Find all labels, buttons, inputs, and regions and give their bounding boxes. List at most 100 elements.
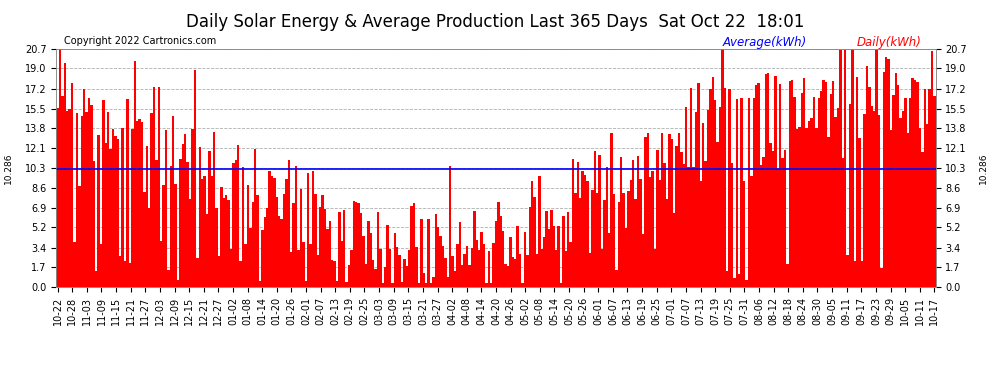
Bar [559,283,562,287]
Bar [776,169,779,287]
Bar [601,249,603,287]
Bar [784,150,786,287]
Bar [442,246,445,287]
Bar [653,249,656,287]
Bar [700,181,702,287]
Bar [339,212,341,287]
Bar [668,134,670,287]
Bar [160,242,162,287]
Bar [500,216,502,287]
Bar [721,49,724,287]
Bar [875,49,878,287]
Bar [420,219,423,287]
Bar [594,151,596,287]
Bar [199,147,201,287]
Bar [174,184,177,287]
Bar [514,260,517,287]
Bar [206,214,208,287]
Bar [731,163,734,287]
Bar [769,142,772,287]
Bar [541,249,543,287]
Bar [85,111,88,287]
Bar [678,133,680,287]
Bar [167,270,169,287]
Bar [213,132,216,287]
Bar [798,127,801,287]
Bar [78,186,80,287]
Bar [909,98,912,287]
Bar [305,282,307,287]
Bar [742,181,745,287]
Bar [191,129,194,287]
Bar [745,280,747,287]
Bar [292,203,295,287]
Bar [61,96,63,287]
Bar [194,70,196,287]
Bar [675,146,678,287]
Bar [367,220,369,287]
Bar [656,150,658,287]
Bar [433,277,435,287]
Bar [830,94,832,287]
Bar [360,213,362,287]
Bar [844,49,846,287]
Bar [463,254,466,287]
Bar [861,261,863,287]
Bar [406,266,408,287]
Bar [900,118,902,287]
Bar [618,202,620,287]
Bar [124,261,127,287]
Bar [344,210,346,287]
Bar [577,162,579,287]
Bar [364,264,367,287]
Bar [131,129,134,287]
Bar [127,99,129,287]
Bar [256,195,258,287]
Bar [233,163,235,287]
Bar [929,88,931,287]
Bar [767,73,769,287]
Bar [100,244,102,287]
Bar [646,132,648,287]
Bar [651,171,653,287]
Bar [307,173,309,287]
Bar [384,267,386,287]
Bar [230,249,233,287]
Bar [687,167,690,287]
Bar [453,272,456,287]
Bar [268,171,271,287]
Bar [105,143,107,287]
Text: 10.286: 10.286 [4,153,13,184]
Bar [591,190,594,287]
Bar [273,178,275,287]
Bar [458,222,461,287]
Bar [347,265,350,287]
Bar [83,89,85,287]
Bar [902,111,904,287]
Bar [374,269,377,287]
Bar [793,97,796,287]
Bar [139,119,141,287]
Bar [709,89,712,287]
Bar [648,177,651,287]
Bar [119,256,122,287]
Bar [796,129,798,287]
Bar [470,248,473,287]
Bar [791,80,793,287]
Bar [144,192,146,287]
Bar [534,197,536,287]
Bar [750,176,752,287]
Bar [519,254,522,287]
Bar [931,51,934,287]
Bar [495,221,497,287]
Bar [155,160,157,287]
Bar [586,181,589,287]
Bar [228,200,230,287]
Bar [608,233,611,287]
Bar [186,162,189,287]
Bar [242,167,245,287]
Bar [823,80,825,287]
Bar [485,284,487,287]
Bar [505,264,507,287]
Bar [355,202,357,287]
